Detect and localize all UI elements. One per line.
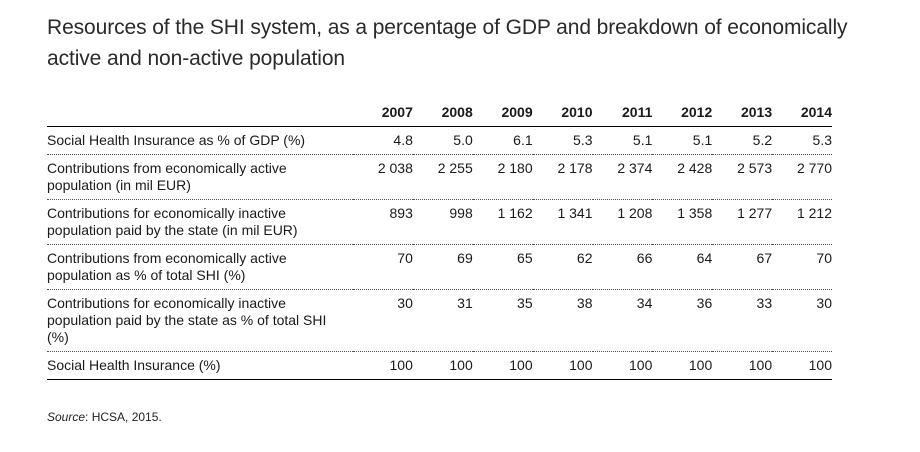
year-header: 2013: [712, 100, 773, 127]
value-cell: 6.1: [472, 126, 533, 155]
value-cell: 1 358: [652, 199, 713, 245]
year-header: 2014: [772, 100, 832, 127]
value-cell: 30: [772, 289, 832, 352]
value-cell: 998: [412, 199, 473, 245]
value-cell: 33: [712, 289, 773, 352]
value-cell: 38: [532, 289, 593, 352]
value-cell: 893: [353, 199, 413, 245]
value-cell: 34: [592, 289, 653, 352]
value-cell: 70: [772, 244, 832, 290]
source-text: : HCSA, 2015.: [85, 410, 162, 424]
value-cell: 1 341: [532, 199, 593, 245]
value-cell: 1 162: [472, 199, 533, 245]
year-header: 2008: [412, 100, 473, 127]
row-label: Contributions from economically active p…: [47, 154, 353, 200]
year-header: 2012: [652, 100, 713, 127]
value-cell: 100: [353, 351, 413, 380]
value-cell: 1 212: [772, 199, 832, 245]
value-cell: 100: [592, 351, 653, 380]
value-cell: 2 770: [772, 154, 832, 200]
row-label: Contributions for economically inactive …: [47, 199, 353, 245]
row-label: Contributions from economically active p…: [47, 244, 353, 290]
value-cell: 5.3: [772, 126, 832, 155]
value-cell: 100: [772, 351, 832, 380]
value-cell: 5.2: [712, 126, 773, 155]
row-label: Contributions for economically inactive …: [47, 289, 353, 352]
value-cell: 30: [353, 289, 413, 352]
header-label-cell: [47, 100, 353, 127]
value-cell: 1 277: [712, 199, 773, 245]
year-header: 2007: [353, 100, 413, 127]
value-cell: 70: [353, 244, 413, 290]
value-cell: 2 178: [532, 154, 593, 200]
row-label: Social Health Insurance (%): [47, 351, 353, 380]
year-header: 2009: [472, 100, 533, 127]
table-row: Social Health Insurance (%) 100 100 100 100 1…: [47, 351, 832, 380]
value-cell: 100: [532, 351, 593, 380]
value-cell: 2 573: [712, 154, 773, 200]
value-cell: 100: [472, 351, 533, 380]
year-header: 2011: [592, 100, 653, 127]
table-row: Contributions for economically inactive …: [47, 199, 832, 245]
value-cell: 65: [472, 244, 533, 290]
table-row: Contributions for economically inactive …: [47, 289, 832, 352]
value-cell: 66: [592, 244, 653, 290]
value-cell: 69: [412, 244, 473, 290]
value-cell: 5.3: [532, 126, 593, 155]
value-cell: 4.8: [353, 126, 413, 155]
value-cell: 100: [712, 351, 773, 380]
header-row: 2007 2008 2009 2010 2011 2012 2013 2014: [47, 100, 832, 127]
value-cell: 1 208: [592, 199, 653, 245]
value-cell: 2 255: [412, 154, 473, 200]
value-cell: 5.1: [652, 126, 713, 155]
value-cell: 64: [652, 244, 713, 290]
value-cell: 100: [412, 351, 473, 380]
table-row: Contributions from economically active p…: [47, 244, 832, 290]
value-cell: 35: [472, 289, 533, 352]
source-note: Source: HCSA, 2015.: [47, 410, 162, 424]
source-label: Source: [47, 410, 86, 424]
year-header: 2010: [532, 100, 593, 127]
value-cell: 2 038: [353, 154, 413, 200]
value-cell: 5.1: [592, 126, 653, 155]
value-cell: 5.0: [412, 126, 473, 155]
value-cell: 100: [652, 351, 713, 380]
page-title: Resources of the SHI system, as a percen…: [47, 16, 848, 70]
value-cell: 67: [712, 244, 773, 290]
table-row: Social Health Insurance as % of GDP (%) 4…: [47, 126, 832, 155]
value-cell: 2 180: [472, 154, 533, 200]
data-table: 2007 2008 2009 2010 2011 2012 2013 2014 …: [47, 100, 832, 380]
table-row: Contributions from economically active p…: [47, 154, 832, 200]
value-cell: 31: [412, 289, 473, 352]
value-cell: 36: [652, 289, 713, 352]
row-label: Social Health Insurance as % of GDP (%): [47, 126, 353, 155]
value-cell: 2 374: [592, 154, 653, 200]
value-cell: 62: [532, 244, 593, 290]
value-cell: 2 428: [652, 154, 713, 200]
